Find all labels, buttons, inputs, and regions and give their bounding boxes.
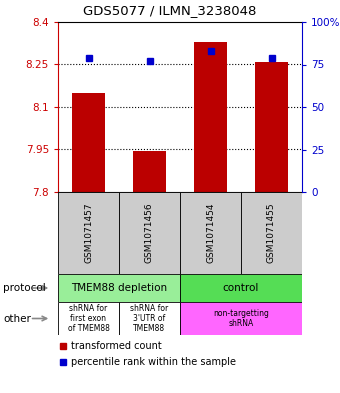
Bar (72, 93, 105, 192)
Bar (255, 62, 288, 192)
Bar (58, 302, 119, 335)
Bar (180, 302, 302, 335)
Bar (194, 42, 227, 192)
Bar (180, 192, 241, 274)
Bar (241, 192, 302, 274)
Text: transformed count: transformed count (71, 341, 162, 351)
Text: TMEM88 depletion: TMEM88 depletion (71, 283, 167, 293)
Text: shRNA for
3'UTR of
TMEM88: shRNA for 3'UTR of TMEM88 (130, 304, 169, 333)
Bar (58, 274, 180, 302)
Text: control: control (223, 283, 259, 293)
Text: GSM1071457: GSM1071457 (84, 203, 93, 263)
Bar (58, 192, 119, 274)
Bar (133, 151, 166, 192)
Bar (119, 302, 180, 335)
Text: GDS5077 / ILMN_3238048: GDS5077 / ILMN_3238048 (83, 4, 257, 18)
Text: protocol: protocol (3, 283, 46, 293)
Text: non-targetting
shRNA: non-targetting shRNA (213, 309, 269, 328)
Text: GSM1071455: GSM1071455 (267, 203, 276, 263)
Text: other: other (3, 314, 31, 323)
Bar (119, 192, 180, 274)
Bar (180, 274, 302, 302)
Text: shRNA for
first exon
of TMEM88: shRNA for first exon of TMEM88 (68, 304, 109, 333)
Text: GSM1071454: GSM1071454 (206, 203, 215, 263)
Text: percentile rank within the sample: percentile rank within the sample (71, 357, 236, 367)
Text: GSM1071456: GSM1071456 (145, 203, 154, 263)
